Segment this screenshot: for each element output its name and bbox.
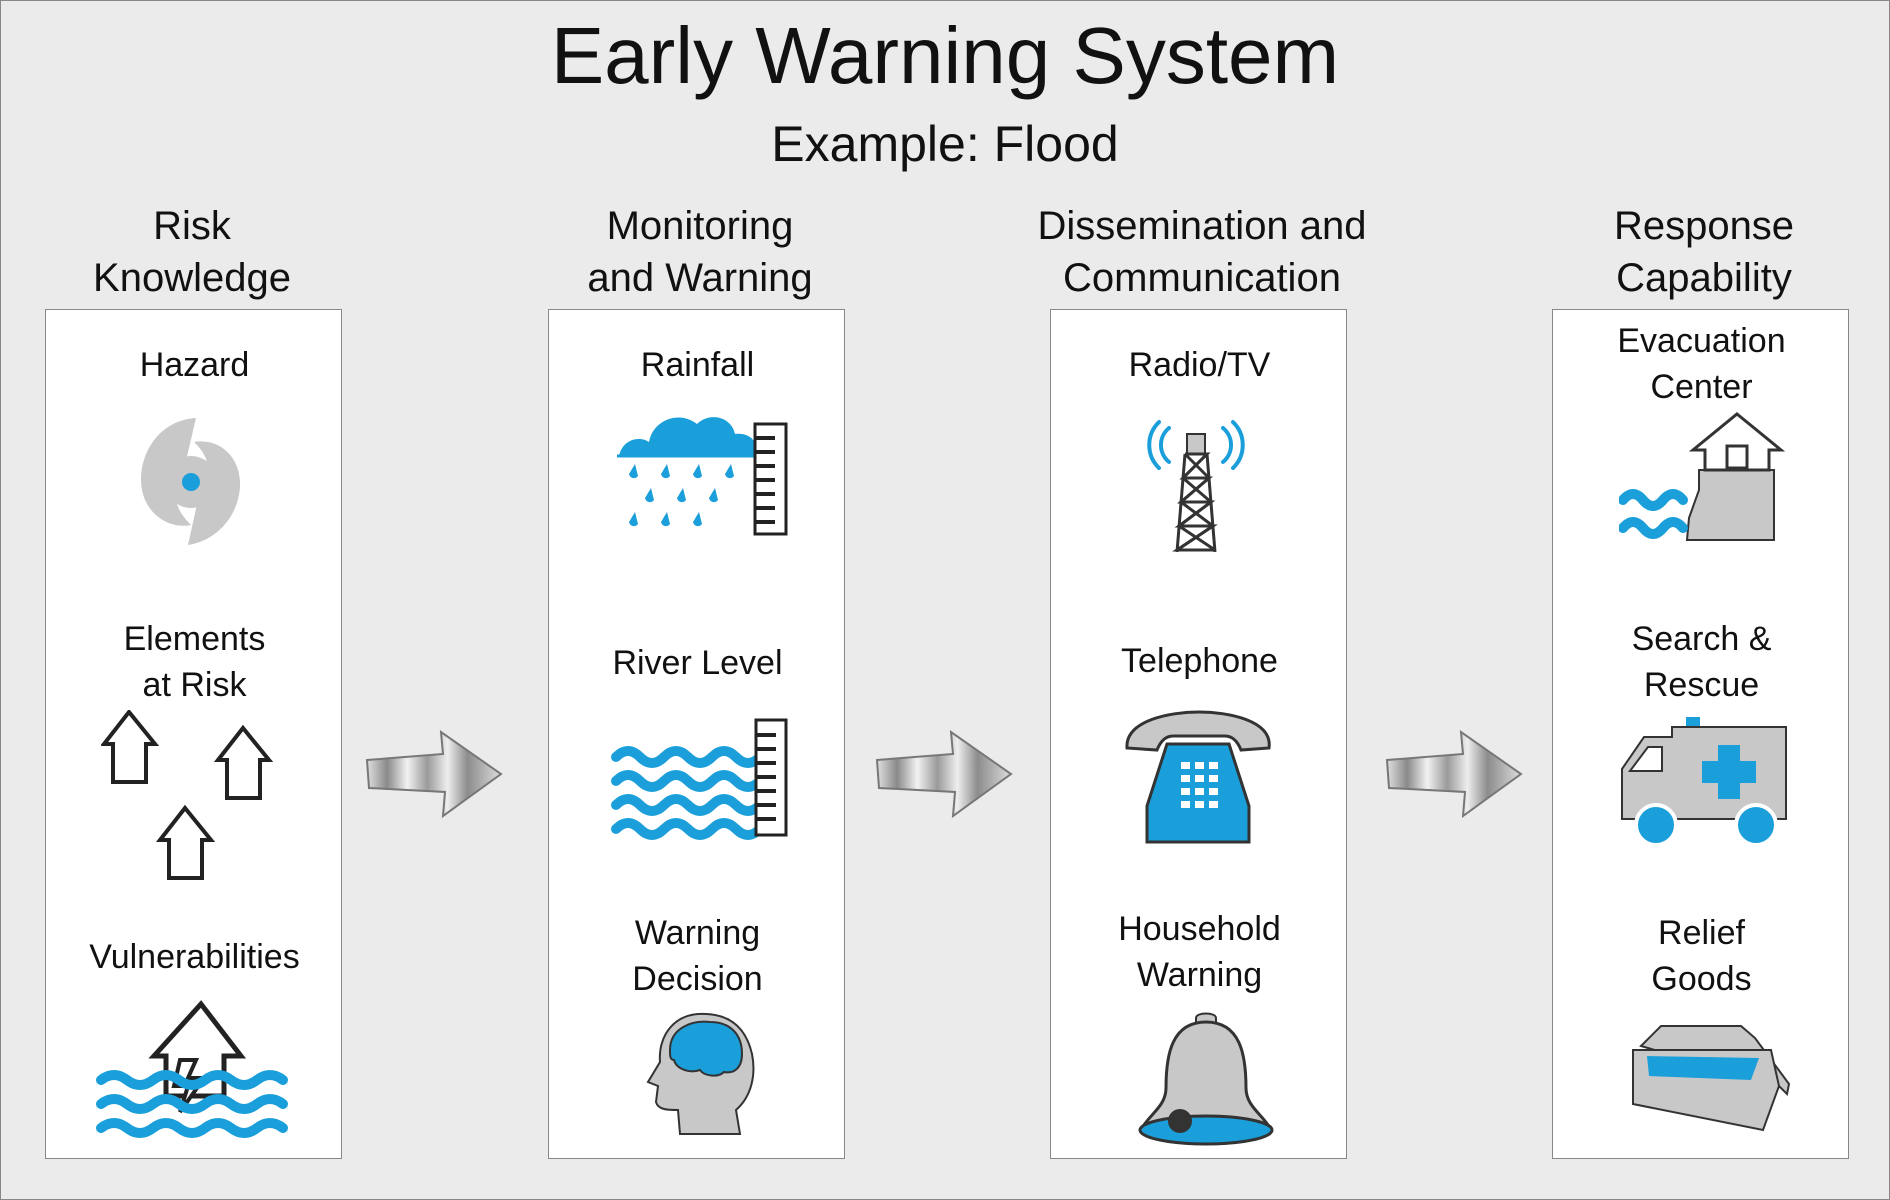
hurricane-icon	[141, 418, 241, 545]
label-evacuation-center: Evacuation Center	[1617, 322, 1786, 406]
label-household-warning: Household Warning	[1118, 910, 1281, 994]
page-title: Early Warning System	[550, 11, 1340, 100]
houses-icon	[101, 710, 274, 880]
label-relief-goods: Relief Goods	[1651, 914, 1752, 998]
river-gauge-icon	[611, 718, 788, 840]
label-radio-tv: Radio/TV	[1128, 346, 1271, 384]
label-hazard: Hazard	[139, 346, 250, 384]
ambulance-icon	[1621, 717, 1787, 847]
flood-house-icon	[96, 1000, 288, 1138]
label-elements-at-risk: Elements at Risk	[123, 620, 266, 704]
column-heading-monitoring-warning: Monitoring and Warning	[587, 204, 813, 300]
label-river-level: River Level	[612, 644, 783, 682]
flow-arrow-1	[365, 730, 503, 819]
radio-tower-icon	[1147, 420, 1245, 553]
panel-risk-knowledge: Hazard Elements at Risk Vulnerabilities	[45, 309, 342, 1159]
label-warning-decision: Warning Decision	[632, 914, 763, 998]
head-brain-icon	[646, 1012, 755, 1135]
column-heading-dissemination-communication: Dissemination and Communication	[1037, 204, 1367, 300]
rain-gauge-icon	[617, 417, 788, 536]
label-telephone: Telephone	[1121, 642, 1278, 680]
bell-icon	[1138, 1012, 1274, 1146]
telephone-icon	[1125, 710, 1271, 844]
panel-response-capability: Evacuation Center Search & Rescue Relief…	[1552, 309, 1849, 1159]
panel-monitoring-warning: Rainfall River Level	[548, 309, 845, 1159]
label-search-rescue: Search & Rescue	[1631, 620, 1772, 704]
flow-arrow-2	[875, 730, 1013, 819]
flow-arrow-3	[1385, 730, 1523, 819]
column-heading-risk-knowledge: Risk Knowledge	[93, 204, 291, 300]
evacuation-center-icon	[1619, 412, 1786, 541]
column-heading-response-capability: Response Capability	[1613, 204, 1795, 300]
panel-dissemination-communication: Radio/TV Telephone Household Warning	[1050, 309, 1347, 1159]
relief-box-icon	[1632, 1025, 1791, 1132]
page-subtitle: Example: Flood	[771, 116, 1119, 172]
label-vulnerabilities: Vulnerabilities	[89, 938, 300, 976]
label-rainfall: Rainfall	[640, 346, 755, 384]
